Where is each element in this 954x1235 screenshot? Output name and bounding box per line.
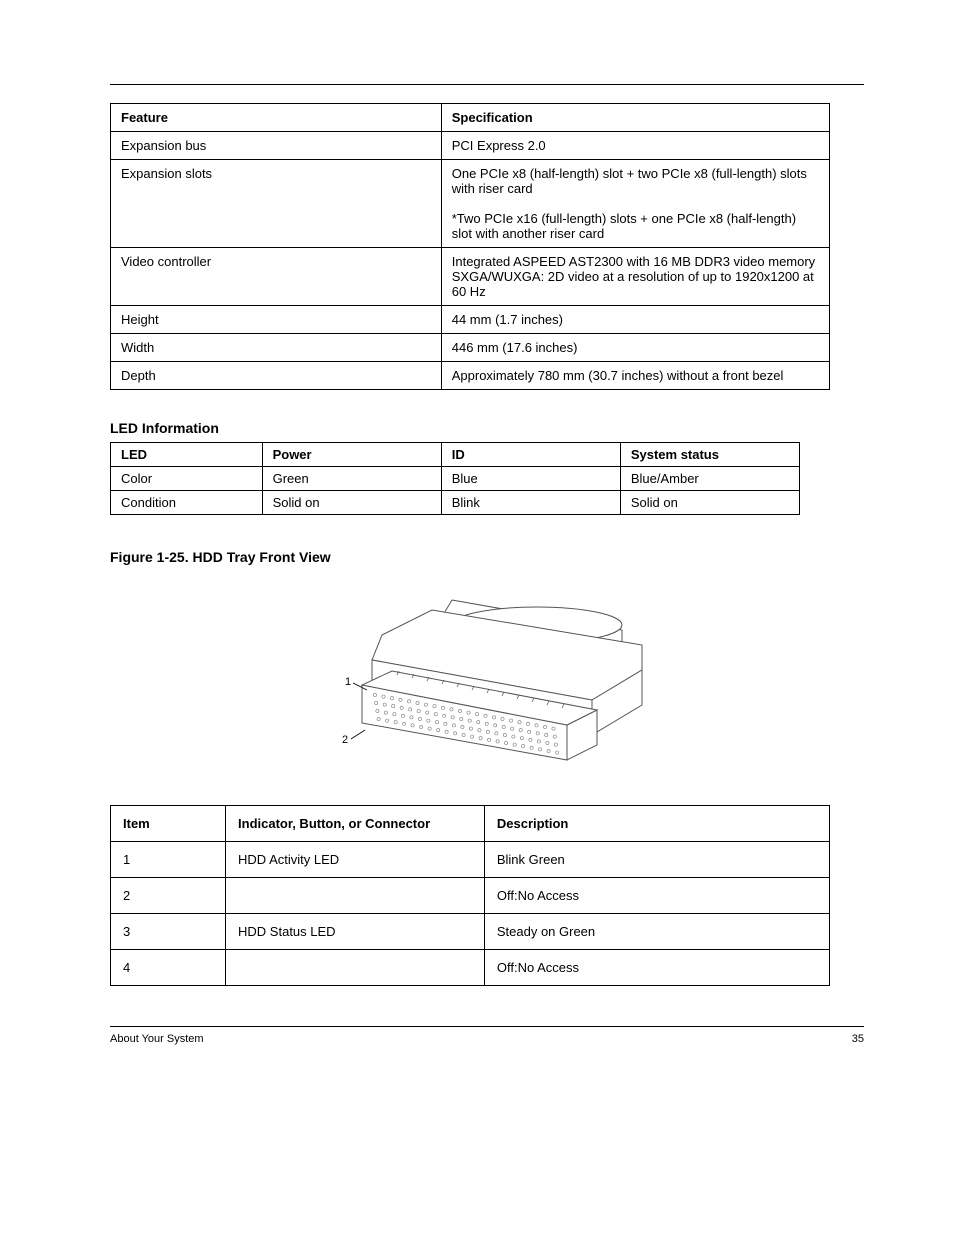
spec-value-cell: PCI Express 2.0 (441, 132, 829, 160)
spec-table: Feature Specification Expansion busPCI E… (110, 103, 830, 390)
spec-col-feature: Feature (111, 104, 442, 132)
legend-indicator-cell: HDD Activity LED (226, 842, 485, 878)
legend-row: 4 Off:No Access (111, 950, 830, 986)
legend-row: 1HDD Activity LEDBlink Green (111, 842, 830, 878)
led-header-row: LED Power ID System status (111, 443, 800, 467)
legend-item-cell: 4 (111, 950, 226, 986)
callout-1: 1 (345, 676, 351, 688)
legend-item-cell: 2 (111, 878, 226, 914)
callout-2: 2 (342, 734, 348, 746)
legend-indicator-cell (226, 950, 485, 986)
spec-value-cell: Approximately 780 mm (30.7 inches) witho… (441, 362, 829, 390)
legend-item-cell: 1 (111, 842, 226, 878)
led-cell: Blue/Amber (620, 467, 799, 491)
led-col-led: LED (111, 443, 263, 467)
legend-indicator-cell (226, 878, 485, 914)
spec-header-row: Feature Specification (111, 104, 830, 132)
hdd-tray-svg: 1 2 (287, 575, 687, 775)
page-footer: About Your System 35 (110, 1033, 864, 1045)
hdd-tray-diagram: 1 2 (110, 575, 864, 775)
led-section-title: LED Information (110, 420, 864, 436)
spec-value-cell: 446 mm (17.6 inches) (441, 334, 829, 362)
legend-desc-cell: Off:No Access (484, 950, 829, 986)
spec-feature-cell: Expansion slots (111, 160, 442, 248)
footer-left: About Your System (110, 1033, 204, 1045)
legend-desc-cell: Off:No Access (484, 878, 829, 914)
led-col-status: System status (620, 443, 799, 467)
footer-right: 35 (852, 1033, 864, 1045)
led-cell: Solid on (262, 491, 441, 515)
led-cell: Green (262, 467, 441, 491)
led-cell: Condition (111, 491, 263, 515)
legend-row: 3HDD Status LEDSteady on Green (111, 914, 830, 950)
legend-col-indicator: Indicator, Button, or Connector (226, 806, 485, 842)
spec-value-cell: 44 mm (1.7 inches) (441, 306, 829, 334)
led-cell: Blue (441, 467, 620, 491)
spec-col-spec: Specification (441, 104, 829, 132)
led-cell: Solid on (620, 491, 799, 515)
led-cell: Blink (441, 491, 620, 515)
legend-indicator-cell: HDD Status LED (226, 914, 485, 950)
spec-row: Height44 mm (1.7 inches) (111, 306, 830, 334)
spec-row: Width446 mm (17.6 inches) (111, 334, 830, 362)
legend-col-desc: Description (484, 806, 829, 842)
led-col-id: ID (441, 443, 620, 467)
spec-row: Expansion slotsOne PCIe x8 (half-length)… (111, 160, 830, 248)
led-cell: Color (111, 467, 263, 491)
legend-table: Item Indicator, Button, or Connector Des… (110, 805, 830, 986)
legend-row: 2 Off:No Access (111, 878, 830, 914)
spec-row: DepthApproximately 780 mm (30.7 inches) … (111, 362, 830, 390)
legend-header-row: Item Indicator, Button, or Connector Des… (111, 806, 830, 842)
spec-feature-cell: Depth (111, 362, 442, 390)
legend-item-cell: 3 (111, 914, 226, 950)
top-rule (110, 84, 864, 85)
figure-caption: Figure 1-25. HDD Tray Front View (110, 549, 864, 565)
spec-value-cell: Integrated ASPEED AST2300 with 16 MB DDR… (441, 248, 829, 306)
led-col-power: Power (262, 443, 441, 467)
spec-row: Expansion busPCI Express 2.0 (111, 132, 830, 160)
led-row: ConditionSolid onBlinkSolid on (111, 491, 800, 515)
legend-desc-cell: Steady on Green (484, 914, 829, 950)
spec-feature-cell: Video controller (111, 248, 442, 306)
legend-col-item: Item (111, 806, 226, 842)
legend-desc-cell: Blink Green (484, 842, 829, 878)
led-table: LED Power ID System status ColorGreenBlu… (110, 442, 800, 515)
bottom-rule (110, 1026, 864, 1027)
spec-row: Video controllerIntegrated ASPEED AST230… (111, 248, 830, 306)
spec-feature-cell: Height (111, 306, 442, 334)
spec-feature-cell: Expansion bus (111, 132, 442, 160)
spec-value-cell: One PCIe x8 (half-length) slot + two PCI… (441, 160, 829, 248)
led-row: ColorGreenBlueBlue/Amber (111, 467, 800, 491)
spec-feature-cell: Width (111, 334, 442, 362)
